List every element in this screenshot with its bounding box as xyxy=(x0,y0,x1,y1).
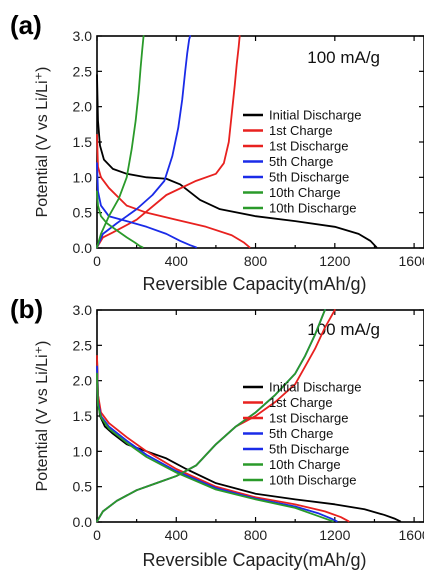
panel-a-ytick-label: 1.0 xyxy=(73,169,93,185)
panel-b-ylabel-text: Potential (V vs Li/Li⁺) xyxy=(34,341,51,492)
panel-b-frame xyxy=(96,309,424,523)
panel-b-ylabel: Potential (V vs Li/Li⁺) xyxy=(34,341,51,492)
panel-b-ytick-label: 0.0 xyxy=(73,514,93,530)
panel-b-xtick-label: 0 xyxy=(93,527,101,543)
panel-a-series-4-line xyxy=(96,162,197,249)
panel-b-legend-label: 10th Discharge xyxy=(269,473,356,488)
panel-a-series-3-line xyxy=(96,35,192,249)
panel-a-label: (a) xyxy=(10,10,42,40)
panel-b-xlabel: Reversible Capacity(mAh/g) xyxy=(142,550,366,570)
panel-a-legend-label: 10th Charge xyxy=(269,185,341,200)
panel-a-series-2-line xyxy=(96,134,251,249)
panel-b-legend-label: 10th Charge xyxy=(269,457,341,472)
panel-a-series xyxy=(96,35,378,249)
panel-a-legend-label: Initial Discharge xyxy=(269,108,362,123)
panel-b-legend-label: 1st Discharge xyxy=(269,411,348,426)
panel-a-legend-label: 1st Discharge xyxy=(269,139,348,154)
panel-a-series-6-line xyxy=(96,190,144,249)
panel-a-series-0-line xyxy=(96,73,378,249)
panel-a-ytick-label: 1.5 xyxy=(73,134,93,150)
panel-b-series-5-line xyxy=(96,309,326,523)
panel-a-ytick-label: 3.0 xyxy=(73,28,93,44)
panel-b-legend-label: 5th Discharge xyxy=(269,442,349,457)
panel-a-ytick-label: 2.0 xyxy=(73,99,93,115)
panel-b-ytick-label: 1.0 xyxy=(73,443,93,459)
panel-b: (b) 100 mA/g Potential (V vs Li/Li⁺) Rev… xyxy=(10,294,424,570)
panel-b-legend-label: 5th Charge xyxy=(269,426,333,441)
panel-a-legend-label: 1st Charge xyxy=(269,123,333,138)
panel-b-xtick-label: 1200 xyxy=(319,527,350,543)
panel-a-series-1-line xyxy=(96,35,241,249)
panel-a-xlabel: Reversible Capacity(mAh/g) xyxy=(142,274,366,294)
panel-a-ylabel-text: Potential (V vs Li/Li⁺) xyxy=(34,67,51,218)
panel-a-xtick-label: 0 xyxy=(93,253,101,269)
panel-b-ytick-label: 3.0 xyxy=(73,302,93,318)
panel-b-ytick-label: 2.0 xyxy=(73,373,93,389)
panel-b-ytick-label: 2.5 xyxy=(73,337,93,353)
panel-b-series-6-line xyxy=(96,372,334,523)
panel-a-legend-label: 10th Discharge xyxy=(269,201,356,216)
panel-a-annotation: 100 mA/g xyxy=(307,48,380,67)
panel-a-xtick-label: 1200 xyxy=(319,253,350,269)
panel-a-xtick-label: 800 xyxy=(244,253,268,269)
panel-a-ytick-label: 0.5 xyxy=(73,205,93,221)
panel-a-legend-label: 5th Charge xyxy=(269,154,333,169)
panel-b-annotation: 100 mA/g xyxy=(307,320,380,339)
panel-a-ytick-label: 2.5 xyxy=(73,63,93,79)
panel-a-ylabel: Potential (V vs Li/Li⁺) xyxy=(34,67,51,218)
panel-b-xtick-label: 800 xyxy=(244,527,268,543)
panel-a-legend-label: 5th Discharge xyxy=(269,170,349,185)
panel-b-label: (b) xyxy=(10,294,43,324)
panel-b-legend-label: Initial Discharge xyxy=(269,380,362,395)
panel-a-series-5-line xyxy=(96,35,145,249)
panel-a-xtick-label: 400 xyxy=(165,253,189,269)
panel-b-legend-label: 1st Charge xyxy=(269,395,333,410)
panel-b-series-0-line xyxy=(96,355,402,523)
panel-b-ytick-label: 0.5 xyxy=(73,479,93,495)
panel-b-xtick-label: 400 xyxy=(165,527,189,543)
panel-a: (a) 100 mA/g Potential (V vs Li/Li⁺) Rev… xyxy=(10,10,424,294)
panel-a-ytick-label: 0.0 xyxy=(73,240,93,256)
panel-b-plot-area xyxy=(96,309,424,523)
panel-b-series xyxy=(96,309,402,523)
panel-b-ytick-label: 1.5 xyxy=(73,408,93,424)
